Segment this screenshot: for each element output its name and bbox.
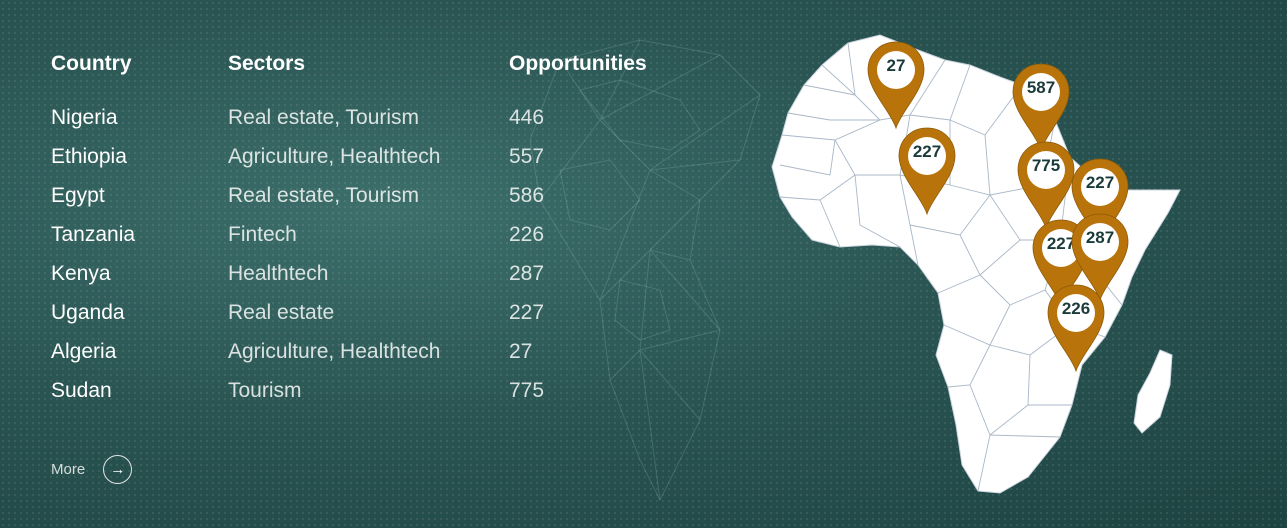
country-cell: Kenya: [51, 262, 111, 285]
map-pin[interactable]: 27: [865, 40, 927, 134]
country-cell: Uganda: [51, 301, 125, 324]
madagascar-island: [1133, 349, 1173, 434]
table-row: Sudan Tourism 775: [51, 379, 691, 418]
sectors-cell: Healthtech: [228, 262, 329, 285]
table-row: Kenya Healthtech 287: [51, 262, 691, 301]
table-row: Ethiopia Agriculture, Healthtech 557: [51, 145, 691, 184]
opportunities-cell: 287: [509, 262, 545, 285]
more-link[interactable]: More →: [51, 455, 133, 484]
sectors-cell: Real estate: [228, 301, 335, 324]
map-pin[interactable]: 227: [896, 126, 958, 220]
map-pin-label: 775: [1031, 156, 1061, 175]
opportunities-cell: 27: [509, 340, 533, 363]
arrow-right-circle-icon[interactable]: →: [103, 455, 133, 484]
more-label: More: [51, 461, 86, 478]
map-pin[interactable]: 287: [1069, 212, 1131, 306]
map-pin[interactable]: 587: [1010, 62, 1072, 156]
table-row: Uganda Real estate 227: [51, 301, 691, 340]
opportunities-cell: 557: [509, 145, 545, 168]
opportunities-cell: 226: [509, 223, 545, 246]
column-header-sectors: Sectors: [228, 52, 306, 75]
map-pin[interactable]: 775: [1015, 140, 1077, 234]
sectors-cell: Real estate, Tourism: [228, 106, 420, 129]
map-pin[interactable]: 227: [1069, 157, 1131, 251]
table-row: Egypt Real estate, Tourism 586: [51, 184, 691, 223]
country-cell: Sudan: [51, 379, 112, 402]
map-pin-label: 227: [1085, 173, 1115, 192]
sectors-cell: Agriculture, Healthtech: [228, 340, 441, 363]
map-pin-label: 27: [886, 56, 906, 75]
country-cell: Tanzania: [51, 223, 136, 246]
table-row: Algeria Agriculture, Healthtech 27: [51, 340, 691, 379]
map-pin-label: 226: [1061, 299, 1091, 318]
country-cell: Algeria: [51, 340, 117, 363]
country-cell: Nigeria: [51, 106, 118, 129]
country-cell: Ethiopia: [51, 145, 127, 168]
opportunities-cell: 227: [509, 301, 545, 324]
table-row: Nigeria Real estate, Tourism 446: [51, 106, 691, 145]
map-pin-label: 287: [1085, 228, 1115, 247]
column-header-country: Country: [51, 52, 132, 75]
opportunities-cell: 446: [509, 106, 545, 129]
opportunities-cell: 586: [509, 184, 545, 207]
map-pin-label: 227: [1046, 234, 1076, 253]
map-pin-label: 227: [912, 142, 942, 161]
opportunities-cell: 775: [509, 379, 545, 402]
sectors-cell: Fintech: [228, 223, 297, 246]
country-cell: Egypt: [51, 184, 105, 207]
map-pin[interactable]: 226: [1045, 283, 1107, 377]
sectors-cell: Tourism: [228, 379, 302, 402]
sectors-cell: Agriculture, Healthtech: [228, 145, 441, 168]
map-pin-label: 587: [1026, 78, 1056, 97]
sectors-cell: Real estate, Tourism: [228, 184, 420, 207]
table-row: Tanzania Fintech 226: [51, 223, 691, 262]
column-header-opportunities: Opportunities: [509, 52, 647, 75]
